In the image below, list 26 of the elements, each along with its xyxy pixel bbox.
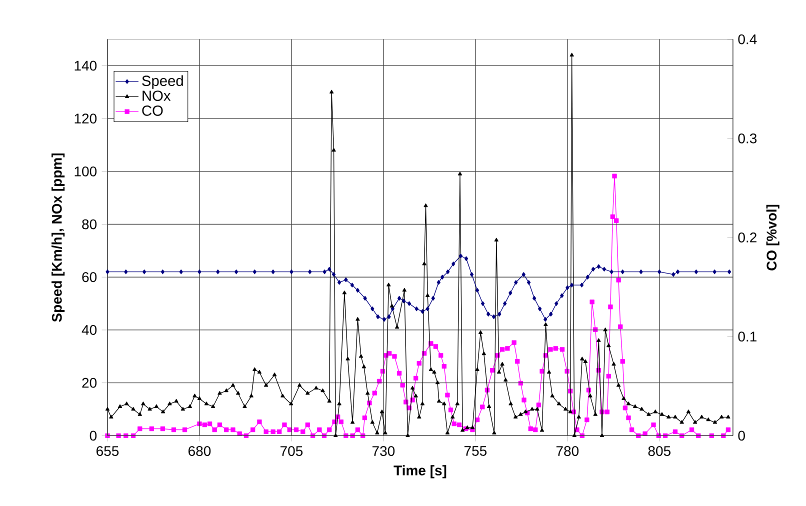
y-tick-label: 60: [82, 272, 97, 282]
y-axis-title: Speed [Km/h], NOx [ppm]: [52, 154, 65, 322]
y2-tick-label: 0.3: [738, 133, 757, 144]
x-tick-label: 655: [96, 446, 119, 456]
legend-label: NOx: [142, 90, 171, 101]
y2-tick-label: 0: [738, 430, 745, 441]
y2-tick-label: 0.1: [738, 332, 756, 342]
legend-label: Speed: [142, 75, 183, 89]
y-tick-label: 100: [74, 166, 97, 176]
y-tick-label: 120: [74, 114, 97, 124]
x-tick-label: 780: [556, 446, 579, 456]
y-tick-label: 40: [82, 325, 97, 335]
x-tick-label: 680: [188, 446, 211, 456]
x-tick-label: 755: [464, 446, 487, 456]
y2-axis-title: CO [%vol]: [766, 204, 780, 270]
x-tick-label: 730: [372, 446, 395, 456]
x-axis-title: Time [s]: [394, 465, 446, 478]
y-tick-label: 0: [90, 430, 97, 441]
y-tick-label: 80: [82, 219, 97, 230]
y-tick-label: 140: [74, 60, 97, 71]
legend-label: CO: [142, 105, 163, 116]
x-tick-label: 805: [648, 446, 670, 456]
y-tick-label: 20: [82, 378, 97, 388]
x-tick-label: 705: [280, 446, 303, 456]
y2-tick-label: 0.4: [738, 34, 757, 44]
y2-tick-label: 0.2: [738, 232, 756, 242]
